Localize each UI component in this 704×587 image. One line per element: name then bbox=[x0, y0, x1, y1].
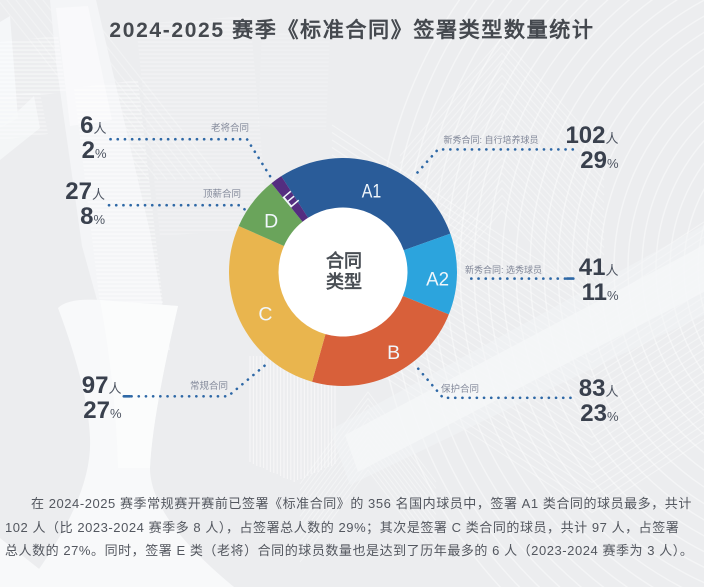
svg-text:D: D bbox=[264, 210, 278, 232]
svg-text:A2: A2 bbox=[426, 269, 449, 291]
svg-text:C: C bbox=[258, 304, 272, 326]
svg-text:A1: A1 bbox=[362, 181, 382, 203]
svg-text:B: B bbox=[387, 342, 400, 364]
